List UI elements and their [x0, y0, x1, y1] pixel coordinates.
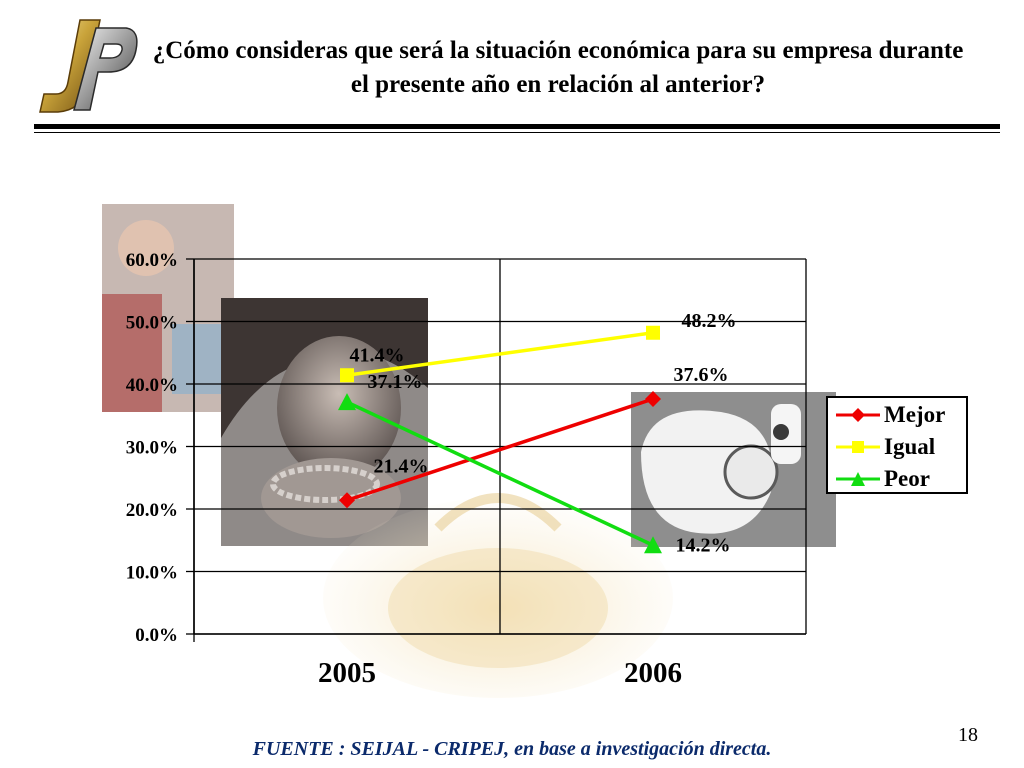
data-label-mejor: 21.4%: [374, 455, 429, 477]
legend-item-mejor: Mejor: [834, 400, 966, 430]
data-point-igual: [646, 325, 660, 340]
jp-logo-icon: [39, 19, 138, 113]
chart-series: [338, 325, 662, 554]
data-point-peor: [644, 536, 662, 554]
slide-title: ¿Cómo consideras que será la situación e…: [152, 37, 964, 98]
chart-axes: 0.0% 10.0% 20.0% 30.0% 40.0% 50.0% 60.0% 2005 20…: [126, 250, 806, 689]
series-line-peor: [346, 400, 654, 547]
legend-marker-triangle-icon: [836, 472, 880, 486]
data-point-mejor: [339, 492, 355, 509]
legend-label: Igual: [884, 434, 936, 459]
chart-legend: Mejor Igual Peor: [826, 396, 968, 494]
legend-marker-diamond-icon: [836, 408, 880, 422]
legend-label: Mejor: [884, 402, 946, 427]
series-line-mejor: [346, 397, 654, 502]
data-point-igual: [340, 368, 354, 383]
y-tick-label: 50.0%: [126, 313, 178, 334]
data-point-mejor: [645, 391, 661, 407]
data-label-peor: 14.2%: [676, 534, 731, 556]
legend-marker-square-icon: [836, 441, 880, 453]
data-point-peor: [338, 393, 356, 411]
legend-label: Peor: [884, 466, 930, 491]
legend-item-igual: Igual: [834, 432, 966, 462]
y-tick-label: 60.0%: [126, 250, 178, 271]
source-note: FUENTE : SEIJAL - CRIPEJ, en base a inve…: [252, 738, 772, 760]
legend-item-peor: Peor: [834, 464, 966, 494]
decorative-photo-basket: [323, 493, 673, 698]
y-tick-label: 10.0%: [126, 563, 178, 584]
y-tick-label: 0.0%: [135, 625, 178, 646]
title-divider-thin: [34, 132, 1000, 133]
data-label-peor: 37.1%: [368, 371, 423, 393]
decorative-photo-girl: [102, 204, 234, 412]
decorative-photo-objects: [631, 392, 836, 547]
page-number: 18: [958, 724, 978, 746]
data-label-mejor: 37.6%: [674, 364, 729, 386]
y-tick-label: 20.0%: [126, 500, 178, 521]
y-tick-label: 30.0%: [126, 438, 178, 459]
data-label-igual: 41.4%: [350, 344, 405, 366]
chart-labels: 21.4% 37.6% 41.4% 48.2% 37.1% 14.2%: [350, 310, 737, 557]
x-tick-label: 2006: [624, 657, 682, 689]
y-tick-label: 40.0%: [126, 375, 178, 396]
data-label-igual: 48.2%: [682, 310, 737, 332]
title-divider-thick: [34, 124, 1000, 129]
series-line-igual: [346, 331, 654, 377]
x-tick-label: 2005: [318, 657, 376, 689]
